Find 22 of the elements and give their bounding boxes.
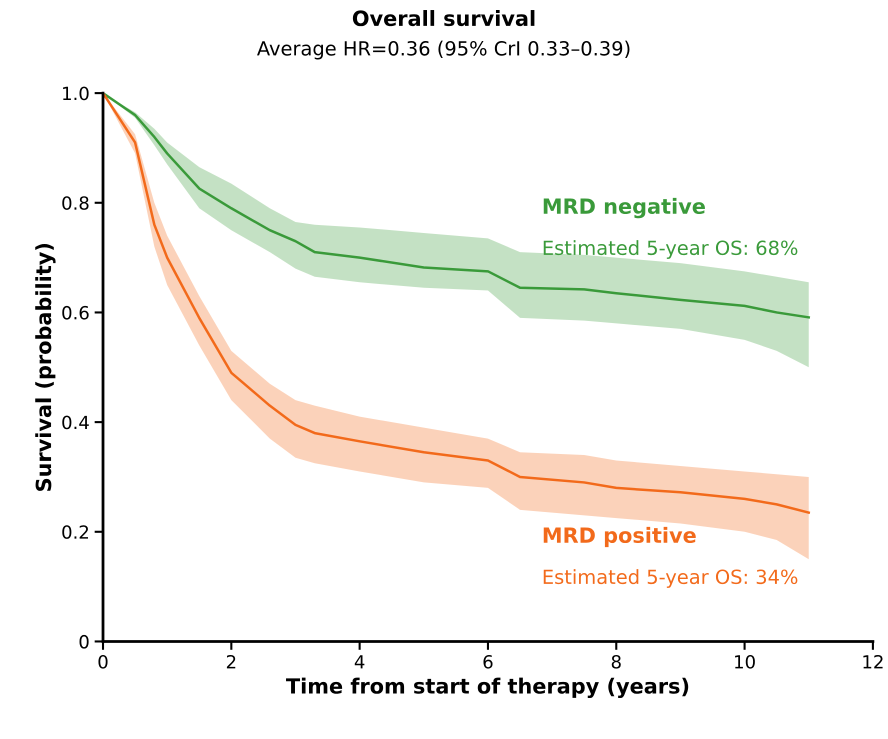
line-series [103,93,810,319]
chart-title: Overall survival [352,10,534,26]
y-tick-label: 0.6 [62,306,89,320]
y-tick-label: 0.8 [62,196,89,210]
annotation: Estimated 5-year OS: 34% [544,569,798,588]
x-tick-label: 10 [735,654,755,669]
series-label: MRD positive [544,526,696,548]
chart-subtitle: Average HR=0.36 (95% CrI 0.33–0.39) [257,40,630,60]
y-tick-label: 0 [80,634,89,649]
x-axis-title: Time from start of therapy (years) [286,678,688,698]
text: MRD negative [544,198,705,218]
annotation: Estimated 5-year OS: 68% [544,240,798,259]
x-tick-label: 0 [98,654,108,669]
y-tick-label: 0.4 [62,416,89,430]
y-tick-label: 1.0 [63,86,89,100]
x-tick-label: 2 [226,654,236,668]
x-tick-label: 8 [612,654,621,669]
x-tick-label: 4 [354,655,364,668]
x-tick-label: 6 [483,654,493,669]
x-tick-label: 12 [863,654,883,668]
y-tick-label: 0.2 [62,525,88,539]
y-axis-title: Survival (probability) [35,244,56,491]
